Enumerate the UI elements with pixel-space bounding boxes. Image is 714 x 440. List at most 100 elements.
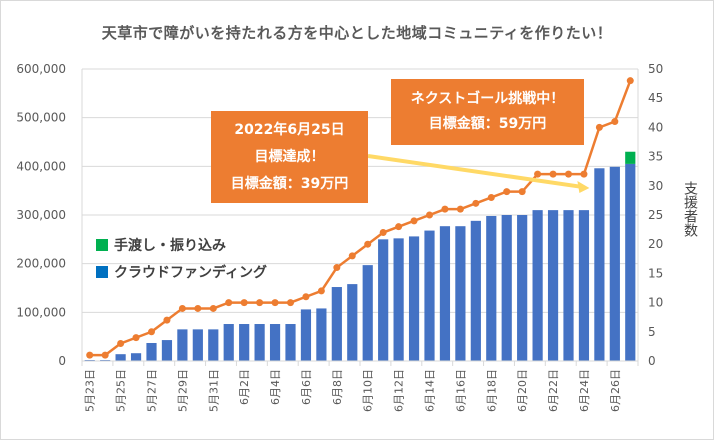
supporters-point [287, 299, 294, 307]
x-tick-label: 6月14日 [424, 369, 437, 412]
supporters-point [194, 304, 202, 312]
supporters-point [101, 351, 109, 359]
legend-label: クラウドファンディング [114, 265, 268, 281]
supporters-point [410, 217, 418, 225]
callout-next-text: ネクストゴール挑戦中！ [410, 91, 565, 107]
supporters-point [611, 118, 619, 126]
supporters-point [456, 205, 464, 213]
y2-tick-label: 45 [648, 91, 663, 105]
y2-tick-label: 5 [648, 325, 656, 339]
supporters-point [441, 205, 449, 213]
supporters-point [580, 170, 588, 178]
supporters-point [426, 211, 433, 219]
x-tick-label: 5月25日 [115, 369, 128, 412]
supporters-point [534, 170, 542, 178]
supporters-point [333, 264, 341, 272]
y-tick-label: 200,000 [16, 257, 66, 271]
bar-crowdfunding [316, 308, 327, 361]
supporters-point [148, 328, 155, 336]
bar-crowdfunding [177, 329, 188, 361]
bar-crowdfunding [378, 239, 389, 361]
y-tick-label: 500,000 [16, 111, 66, 125]
bar-crowdfunding [239, 324, 250, 361]
legend-label: 手渡し・振り込み [114, 238, 226, 254]
bar-crowdfunding [115, 354, 126, 361]
bar-crowdfunding [547, 210, 559, 361]
y-tick-label: 400,000 [16, 159, 66, 173]
x-tick-label: 6月24日 [578, 369, 591, 412]
y2-tick-label: 40 [648, 120, 663, 134]
y2-tick-label: 25 [648, 208, 663, 222]
x-tick-label: 6月4日 [269, 369, 282, 405]
bar-crowdfunding [347, 284, 358, 361]
supporters-point [117, 339, 125, 347]
supporters-point [317, 287, 325, 295]
axes: 0 100,000 200,000 300,000 400,000 500,000 600,… [16, 62, 663, 412]
callout-goal-achieved: 2022年6月25日 目標達成！ 目標金額：39万円 [211, 111, 368, 203]
bar-crowdfunding [269, 324, 281, 361]
bars [84, 151, 636, 361]
y2-tick-label: 0 [648, 354, 656, 368]
y2-tick-label: 30 [648, 179, 663, 193]
supporters-point [163, 316, 171, 324]
bar-crowdfunding [362, 265, 373, 361]
x-tick-label: 6月12日 [393, 369, 406, 412]
bar-crowdfunding [192, 329, 203, 361]
supporters-point [565, 170, 572, 178]
bar-crowdfunding [517, 215, 528, 361]
bar-crowdfunding [161, 340, 173, 361]
legend-item-crowdfunding: クラウドファンディング [96, 262, 267, 282]
y2-tick-label: 10 [648, 296, 663, 310]
supporters-point [379, 229, 387, 237]
bar-crowdfunding [470, 220, 481, 361]
legend-swatch-blue [96, 266, 108, 278]
callout-next-goal: ネクストゴール挑戦中！ 目標金額：59万円 [391, 79, 584, 145]
bar-crowdfunding [563, 210, 574, 361]
arrow-shaft [367, 154, 582, 189]
x-tick-label: 6月10日 [362, 369, 375, 412]
x-tick-label: 6月8日 [331, 369, 344, 405]
supporters-point [132, 334, 140, 342]
y2-axis-label: 支援者数 [682, 181, 698, 237]
bar-crowdfunding [285, 324, 296, 361]
callout-next-amount: 目標金額：59万円 [428, 116, 547, 132]
supporters-point [364, 240, 372, 248]
supporters-point [472, 199, 480, 207]
bar-crowdfunding [130, 353, 142, 361]
y-tick-label: 600,000 [16, 62, 66, 76]
x-tick-label: 6月18日 [485, 369, 498, 412]
supporters-point [348, 252, 356, 260]
x-tick-label: 6月22日 [547, 369, 560, 412]
bar-crowdfunding [331, 287, 342, 361]
x-tick-label: 5月23日 [84, 369, 97, 412]
x-tick-label: 5月29日 [176, 369, 189, 412]
supporters-point [240, 299, 248, 307]
y-tick-label: 0 [58, 354, 66, 368]
callout-achieved-text: 目標達成！ [254, 149, 325, 165]
bar-crowdfunding [223, 324, 234, 361]
supporters-point [395, 223, 403, 231]
supporters-point [256, 299, 264, 307]
y-tick-label: 300,000 [16, 208, 66, 222]
bar-hand-delivery [625, 151, 636, 164]
supporters-point [595, 123, 603, 131]
bar-crowdfunding [578, 210, 590, 361]
bar-crowdfunding [501, 215, 512, 361]
y2-tick-label: 50 [648, 62, 663, 76]
x-tick-label: 6月6日 [300, 369, 313, 405]
arrow-head [577, 181, 590, 193]
x-tick-label: 5月27日 [146, 369, 159, 412]
supporters-point [549, 170, 557, 178]
bar-crowdfunding [532, 210, 543, 361]
supporters-point [209, 304, 217, 312]
bar-crowdfunding [455, 226, 466, 361]
supporters-point [487, 193, 495, 201]
bar-crowdfunding [146, 342, 157, 361]
bar-crowdfunding [208, 329, 219, 361]
bar-crowdfunding [625, 163, 636, 361]
bar-crowdfunding [254, 324, 265, 361]
y-tick-label: 100,000 [16, 305, 66, 319]
y2-tick-label: 20 [648, 237, 663, 251]
bar-crowdfunding [486, 215, 497, 361]
